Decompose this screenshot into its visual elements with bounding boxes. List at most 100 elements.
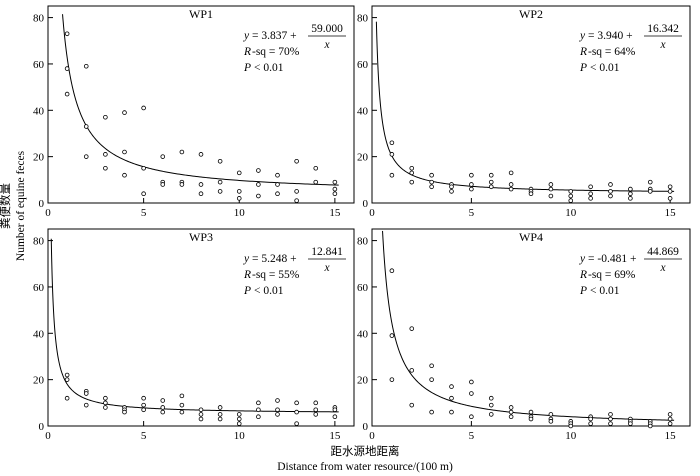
data-point (198, 416, 204, 422)
data-point (409, 165, 415, 171)
data-point (429, 184, 434, 190)
y-tick-label: 80 (33, 236, 45, 248)
y-tick-label: 80 (33, 13, 45, 25)
y-tick-label: 0 (39, 198, 45, 210)
p-value: < 0.01 (590, 62, 620, 74)
data-point (469, 414, 474, 420)
data-point (236, 189, 242, 194)
data-point (160, 182, 166, 187)
data-point (313, 412, 319, 417)
p-value-label: P (579, 285, 587, 297)
data-point (568, 198, 574, 203)
equation-y: y (579, 253, 586, 265)
data-point (667, 184, 673, 190)
data-point (508, 186, 514, 192)
x-axis-label-chinese: 距水源地距离 (331, 444, 400, 458)
data-point (256, 182, 261, 187)
data-point (389, 152, 395, 157)
equation-numerator: 12.841 (311, 246, 343, 258)
data-point (294, 421, 299, 426)
data-point (488, 172, 494, 178)
data-point (313, 179, 319, 185)
y-tick-label: 40 (33, 105, 45, 117)
data-point (236, 412, 242, 417)
data-point (294, 409, 299, 415)
equation-y: y (243, 30, 250, 42)
panel-title: WP2 (519, 7, 543, 21)
p-value: < 0.01 (254, 285, 284, 297)
data-point (294, 158, 299, 164)
data-point (83, 154, 89, 159)
data-point (469, 172, 474, 178)
y-tick-label: 60 (33, 282, 45, 294)
data-point (508, 405, 514, 410)
data-point (332, 179, 338, 185)
data-point (588, 196, 593, 201)
data-point (83, 402, 89, 408)
plot-frame (371, 228, 691, 427)
r-squared-label: R (579, 269, 587, 281)
data-point (64, 395, 70, 401)
data-point (64, 377, 70, 382)
data-point (588, 191, 593, 197)
data-point (528, 191, 534, 197)
data-point (608, 182, 613, 187)
panel-title: WP3 (189, 230, 213, 244)
p-value-label: P (243, 285, 251, 297)
data-point (449, 189, 454, 194)
data-point (179, 402, 185, 408)
data-point (141, 191, 146, 197)
x-tick-label: 5 (141, 430, 147, 442)
equation-denominator: x (659, 262, 666, 274)
data-point (332, 191, 338, 197)
data-point (488, 412, 494, 417)
x-tick-label: 5 (469, 207, 475, 219)
data-point (275, 398, 280, 403)
data-point (217, 158, 223, 164)
data-point (647, 423, 653, 429)
equation-numerator: 59.000 (311, 23, 343, 35)
data-point (389, 172, 395, 178)
data-point (64, 372, 70, 378)
data-point (667, 421, 673, 426)
data-point (608, 421, 613, 426)
data-point (198, 407, 204, 413)
data-point (103, 395, 108, 401)
data-point (568, 423, 574, 429)
data-point (160, 409, 166, 415)
p-value-label: P (243, 62, 251, 74)
data-point (122, 149, 127, 155)
panel-wp4: 0 5 10 15 0 20 40 60 80 WP4 y = -0.481 + 44.869 x R -sq… (357, 228, 691, 442)
data-point (528, 416, 534, 422)
data-point (647, 179, 653, 185)
data-point (628, 191, 633, 197)
plot-frame (47, 228, 355, 427)
equation-lhs: = -0.481 + (588, 253, 636, 265)
data-point (548, 193, 554, 199)
data-point (198, 182, 204, 187)
fit-curve (382, 230, 675, 421)
data-point (449, 409, 454, 415)
equation-lhs: = 5.248 + (252, 253, 297, 265)
data-point (449, 384, 454, 389)
equation-y: y (243, 253, 250, 265)
data-point (528, 409, 534, 415)
data-point (275, 172, 280, 178)
data-point (64, 66, 70, 71)
data-point (488, 402, 494, 408)
data-point (275, 407, 280, 413)
x-tick-label: 10 (565, 207, 577, 219)
x-tick-label: 10 (234, 430, 246, 442)
x-tick-label: 15 (665, 207, 677, 219)
data-point (409, 326, 415, 331)
p-value: < 0.01 (590, 285, 620, 297)
data-point (236, 421, 242, 426)
y-tick-label: 40 (33, 328, 45, 340)
r-squared-label: R (243, 46, 251, 58)
equation-lhs: = 3.837 + (252, 30, 297, 42)
x-tick-label: 10 (565, 430, 577, 442)
equation-lhs: = 3.940 + (588, 30, 633, 42)
data-point (217, 416, 223, 422)
x-tick-label: 5 (141, 207, 147, 219)
